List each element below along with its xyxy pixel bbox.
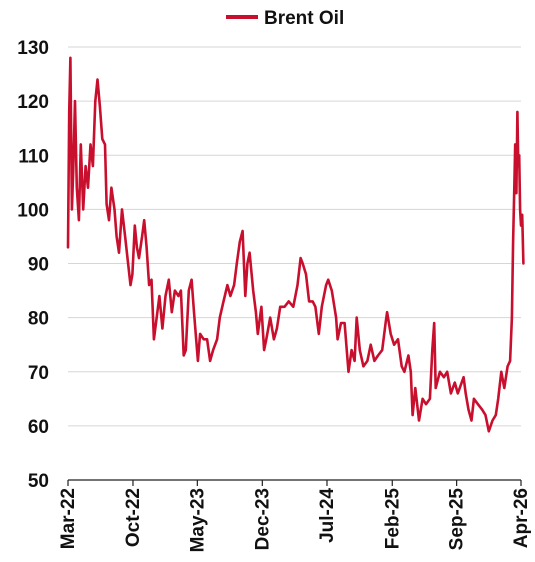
y-tick-label-130: 130 [17,38,49,59]
grid-layer [68,46,521,427]
y-tick-label-50: 50 [28,471,49,492]
y-tick-label-90: 90 [28,255,49,276]
axis-layer [67,479,522,486]
y-tick-label-110: 110 [18,146,49,167]
y-tick-labels: 50 60 70 80 90 100 110 120 130 [17,38,49,492]
y-tick-label-120: 120 [17,92,49,113]
x-tick-label-Feb-25: Feb-25 [382,488,403,550]
x-tick-label-Oct-22: Oct-22 [123,488,144,547]
y-tick-label-60: 60 [28,417,49,438]
legend-label-brent-oil: Brent Oil [264,8,344,29]
y-tick-label-80: 80 [28,309,49,330]
x-tick-label-Apr-26: Apr-26 [511,488,532,548]
x-tick-label-Sep-25: Sep-25 [447,488,468,551]
x-tick-label-Jul-24: Jul-24 [317,488,338,543]
x-tick-label-Dec-23: Dec-23 [252,488,273,550]
y-tick-label-100: 100 [17,200,49,221]
series-layer [66,56,525,433]
x-tick-label-May-23: May-23 [187,488,208,552]
x-tick-label-Mar-22: Mar-22 [58,488,79,549]
series-line-brent-oil [66,56,525,433]
y-tick-label-70: 70 [28,363,49,384]
x-tick-labels: Mar-22 Oct-22 May-23 Dec-23 Jul-24 Feb-25 Sep-… [58,488,532,553]
legend: Brent Oil [226,8,344,29]
